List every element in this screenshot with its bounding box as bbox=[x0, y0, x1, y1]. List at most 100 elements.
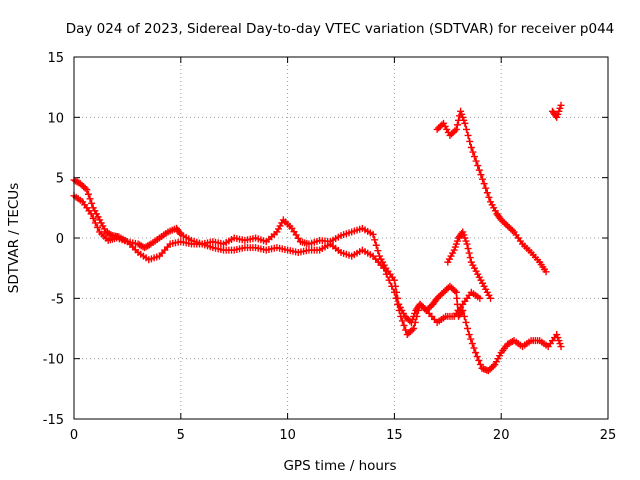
data-point-marker bbox=[462, 318, 470, 326]
data-point-marker bbox=[413, 312, 421, 320]
data-point-marker bbox=[87, 210, 95, 218]
data-point-marker bbox=[394, 300, 402, 308]
y-tick-label: 15 bbox=[47, 51, 64, 66]
x-tick-label: 10 bbox=[279, 428, 296, 443]
data-point-marker bbox=[465, 331, 473, 339]
data-point-marker bbox=[462, 125, 470, 133]
data-point-marker bbox=[465, 249, 473, 257]
data-point-marker bbox=[476, 360, 484, 368]
data-point-marker bbox=[388, 282, 396, 290]
data-point-marker bbox=[557, 101, 565, 109]
data-point-marker bbox=[372, 241, 380, 249]
y-tick-label: -10 bbox=[43, 353, 64, 368]
data-point-marker bbox=[410, 325, 418, 332]
data-point-marker bbox=[477, 171, 485, 179]
data-point-marker bbox=[369, 230, 377, 238]
data-point-marker bbox=[476, 294, 484, 302]
data-point-marker bbox=[451, 287, 459, 295]
data-point-marker bbox=[380, 264, 388, 272]
data-point-marker bbox=[89, 214, 97, 222]
data-point-marker bbox=[482, 184, 490, 192]
data-point-marker bbox=[88, 199, 96, 207]
data-point-marker bbox=[542, 268, 550, 276]
y-tick-label: 0 bbox=[56, 232, 64, 247]
y-axis-label: SDTVAR / TECUs bbox=[6, 183, 22, 293]
data-point-marker bbox=[382, 270, 390, 278]
data-point-marker bbox=[395, 306, 403, 314]
y-tick-label: -15 bbox=[43, 413, 64, 428]
plot-frame bbox=[73, 56, 609, 420]
data-point-marker bbox=[411, 318, 419, 326]
data-point-marker bbox=[438, 121, 446, 129]
data-point-marker bbox=[451, 127, 459, 135]
data-point-marker bbox=[466, 137, 474, 145]
data-point-marker bbox=[485, 193, 493, 201]
series-trace bbox=[73, 179, 562, 372]
data-point-marker bbox=[489, 362, 497, 370]
data-point-marker bbox=[471, 153, 478, 161]
axis-ticks: 0 5 10 15 20 25 -15 -10 -5 0 5 10 15 bbox=[43, 51, 617, 443]
data-point-marker bbox=[390, 288, 398, 296]
series-lower-track bbox=[70, 192, 484, 339]
data-point-marker bbox=[91, 219, 99, 227]
data-point-marker bbox=[463, 240, 471, 248]
data-point-marker bbox=[83, 186, 91, 194]
data-point-marker bbox=[371, 236, 379, 244]
data-point-marker bbox=[557, 343, 565, 351]
data-point-marker bbox=[93, 223, 101, 231]
data-point-marker bbox=[84, 190, 92, 198]
data-point-marker bbox=[453, 294, 461, 302]
data-point-marker bbox=[466, 254, 474, 262]
data-point-marker bbox=[508, 226, 516, 234]
chart-title: Day 024 of 2023, Sidereal Day-to-day VTE… bbox=[66, 21, 615, 37]
x-tick-label: 25 bbox=[600, 428, 617, 443]
y-tick-label: -5 bbox=[51, 292, 64, 307]
data-point-marker bbox=[385, 276, 393, 284]
data-point-marker bbox=[475, 166, 483, 174]
data-point-marker bbox=[464, 245, 472, 253]
data-point-marker bbox=[473, 353, 481, 361]
data-point-marker bbox=[480, 180, 488, 188]
data-point-marker bbox=[414, 306, 422, 314]
data-point-marker bbox=[421, 305, 429, 313]
data-point-marker bbox=[176, 229, 184, 237]
data-point-marker bbox=[469, 148, 477, 156]
data-point-marker bbox=[452, 288, 460, 296]
series-upper-track bbox=[70, 176, 565, 375]
series-upper-branch bbox=[433, 107, 550, 276]
y-tick-label: 10 bbox=[47, 111, 64, 126]
data-point-marker bbox=[483, 189, 491, 197]
data-point-marker bbox=[472, 349, 480, 357]
x-tick-label: 0 bbox=[70, 428, 78, 443]
data-series bbox=[70, 101, 565, 375]
x-axis-label: GPS time / hours bbox=[283, 458, 396, 474]
data-point-marker bbox=[464, 131, 472, 139]
data-point-marker bbox=[467, 335, 475, 343]
data-point-marker bbox=[472, 157, 480, 165]
data-point-marker bbox=[398, 317, 406, 325]
data-point-marker bbox=[487, 294, 495, 302]
data-point-marker bbox=[453, 121, 461, 129]
data-point-marker bbox=[479, 175, 487, 183]
data-point-marker bbox=[460, 312, 468, 320]
data-point-marker bbox=[397, 312, 405, 320]
data-point-marker bbox=[464, 325, 472, 332]
x-tick-label: 20 bbox=[493, 428, 510, 443]
data-point-marker bbox=[461, 119, 469, 127]
data-point-marker bbox=[458, 308, 466, 316]
x-tick-label: 5 bbox=[177, 428, 185, 443]
series-side-excursion bbox=[444, 228, 495, 302]
data-point-marker bbox=[467, 144, 475, 151]
data-point-marker bbox=[408, 326, 416, 334]
data-point-marker bbox=[81, 184, 89, 192]
series-late-fragment bbox=[548, 101, 565, 121]
data-point-marker bbox=[374, 247, 382, 255]
data-point-marker bbox=[468, 340, 476, 348]
y-tick-label: 5 bbox=[56, 172, 64, 187]
data-point-marker bbox=[400, 321, 408, 329]
data-point-marker bbox=[452, 125, 460, 133]
data-point-marker bbox=[474, 162, 482, 170]
x-tick-label: 15 bbox=[386, 428, 403, 443]
data-point-marker bbox=[86, 195, 94, 203]
